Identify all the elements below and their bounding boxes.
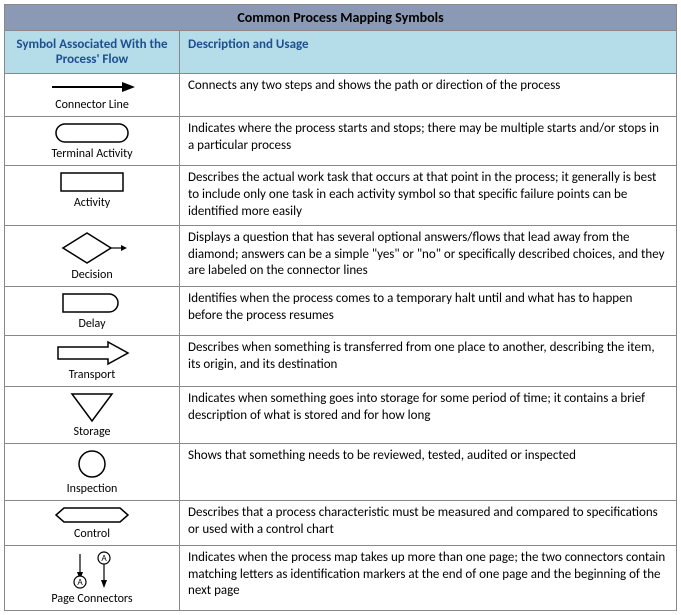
symbol-desc: Describes that a process characteristic … <box>180 500 677 545</box>
table-row: Transport Describes when something is tr… <box>5 335 677 386</box>
symbol-label: Terminal Activity <box>51 147 132 161</box>
terminal-activity-icon <box>52 121 132 145</box>
activity-icon <box>57 170 127 194</box>
control-icon <box>52 505 132 525</box>
delay-icon <box>57 291 127 315</box>
svg-text:A: A <box>101 554 107 563</box>
symbol-desc: Displays a question that has several opt… <box>180 225 677 286</box>
symbol-label: Control <box>74 527 110 541</box>
transport-icon <box>52 340 132 366</box>
svg-text:A: A <box>77 578 83 587</box>
table-row: Decision Displays a question that has se… <box>5 225 677 286</box>
title-row: Common Process Mapping Symbols <box>5 5 677 31</box>
symbol-desc: Shows that something needs to be reviewe… <box>180 443 677 500</box>
table-row: Terminal Activity Indicates where the pr… <box>5 117 677 166</box>
symbol-desc: Indicates when the process map takes up … <box>180 545 677 610</box>
symbol-desc: Identifies when the process comes to a t… <box>180 286 677 335</box>
symbol-label: Storage <box>74 425 111 439</box>
symbol-label: Transport <box>69 368 116 382</box>
symbol-desc: Describes when something is transferred … <box>180 335 677 386</box>
col-header-symbol: Symbol Associated With the Process' Flow <box>5 31 180 74</box>
symbol-desc: Connects any two steps and shows the pat… <box>180 74 677 117</box>
col-header-desc: Description and Usage <box>180 31 677 74</box>
table-row: Inspection Shows that something needs to… <box>5 443 677 500</box>
symbol-label: Decision <box>71 268 112 282</box>
symbol-label: Page Connectors <box>51 592 132 606</box>
symbol-label: Activity <box>74 196 110 210</box>
symbol-label: Delay <box>78 317 105 331</box>
header-row: Symbol Associated With the Process' Flow… <box>5 31 677 74</box>
table-title: Common Process Mapping Symbols <box>5 5 677 31</box>
connector-line-icon <box>47 78 137 96</box>
table-row: Delay Identifies when the process comes … <box>5 286 677 335</box>
symbol-desc: Indicates when something goes into stora… <box>180 386 677 443</box>
storage-icon <box>67 391 117 423</box>
symbols-table: Common Process Mapping Symbols Symbol As… <box>4 4 677 611</box>
table-row: Storage Indicates when something goes in… <box>5 386 677 443</box>
table-row: Activity Describes the actual work task … <box>5 166 677 226</box>
decision-icon <box>57 230 127 266</box>
symbol-desc: Indicates where the process starts and s… <box>180 117 677 166</box>
symbol-label: Connector Line <box>55 98 129 112</box>
inspection-icon <box>74 448 110 480</box>
table-row: A A Page Connectors Indicates when the p… <box>5 545 677 610</box>
page-connectors-icon: A A <box>62 550 122 590</box>
table-row: Connector Line Connects any two steps an… <box>5 74 677 117</box>
table-row: Control Describes that a process charact… <box>5 500 677 545</box>
symbol-label: Inspection <box>67 482 118 496</box>
symbol-desc: Describes the actual work task that occu… <box>180 166 677 226</box>
